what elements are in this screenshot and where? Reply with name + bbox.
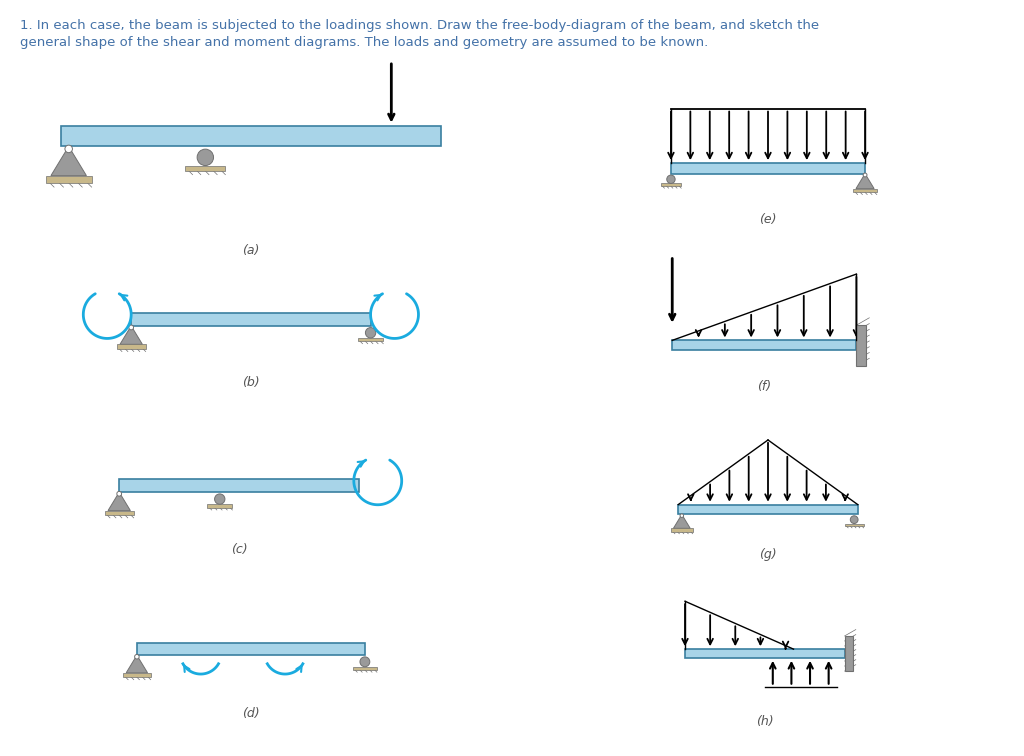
Bar (119, 479, 358, 492)
Bar (671, 163, 865, 174)
Bar (104, 510, 134, 516)
Circle shape (134, 655, 139, 659)
Text: (g): (g) (759, 548, 777, 561)
Circle shape (117, 491, 122, 496)
Bar (46, 175, 91, 183)
Bar (131, 313, 371, 326)
Text: (c): (c) (230, 543, 247, 556)
Bar (123, 673, 151, 677)
Polygon shape (120, 326, 142, 344)
Bar (678, 504, 858, 515)
Polygon shape (51, 147, 86, 175)
Text: (f): (f) (758, 380, 771, 392)
Circle shape (198, 149, 214, 166)
Circle shape (129, 325, 133, 330)
Text: (b): (b) (242, 376, 260, 389)
Bar (671, 528, 692, 531)
Bar (117, 344, 145, 349)
Circle shape (215, 494, 225, 504)
Circle shape (850, 516, 858, 524)
Circle shape (360, 657, 370, 667)
Polygon shape (856, 174, 874, 189)
Circle shape (680, 514, 684, 517)
Bar (137, 643, 365, 655)
Text: (d): (d) (242, 708, 260, 720)
Bar (845, 524, 863, 526)
Bar (358, 338, 383, 342)
Bar (685, 649, 845, 658)
Polygon shape (126, 655, 147, 673)
Bar (856, 325, 865, 366)
Bar (207, 504, 232, 508)
Polygon shape (108, 492, 130, 510)
Circle shape (65, 145, 73, 153)
Circle shape (366, 327, 376, 338)
Circle shape (667, 175, 675, 184)
Bar (185, 166, 225, 171)
Bar (845, 636, 853, 671)
Text: general shape of the shear and moment diagrams. The loads and geometry are assum: general shape of the shear and moment di… (20, 36, 709, 49)
Bar (353, 667, 377, 670)
Polygon shape (674, 515, 690, 528)
Text: (a): (a) (243, 243, 259, 256)
Bar (61, 125, 440, 147)
Text: 1. In each case, the beam is subjected to the loadings shown. Draw the free-body: 1. In each case, the beam is subjected t… (20, 19, 819, 32)
Bar (853, 189, 877, 192)
Text: (e): (e) (759, 212, 777, 226)
Bar (672, 340, 856, 351)
Text: (h): (h) (756, 715, 773, 728)
Bar (660, 184, 681, 186)
Circle shape (863, 173, 867, 177)
